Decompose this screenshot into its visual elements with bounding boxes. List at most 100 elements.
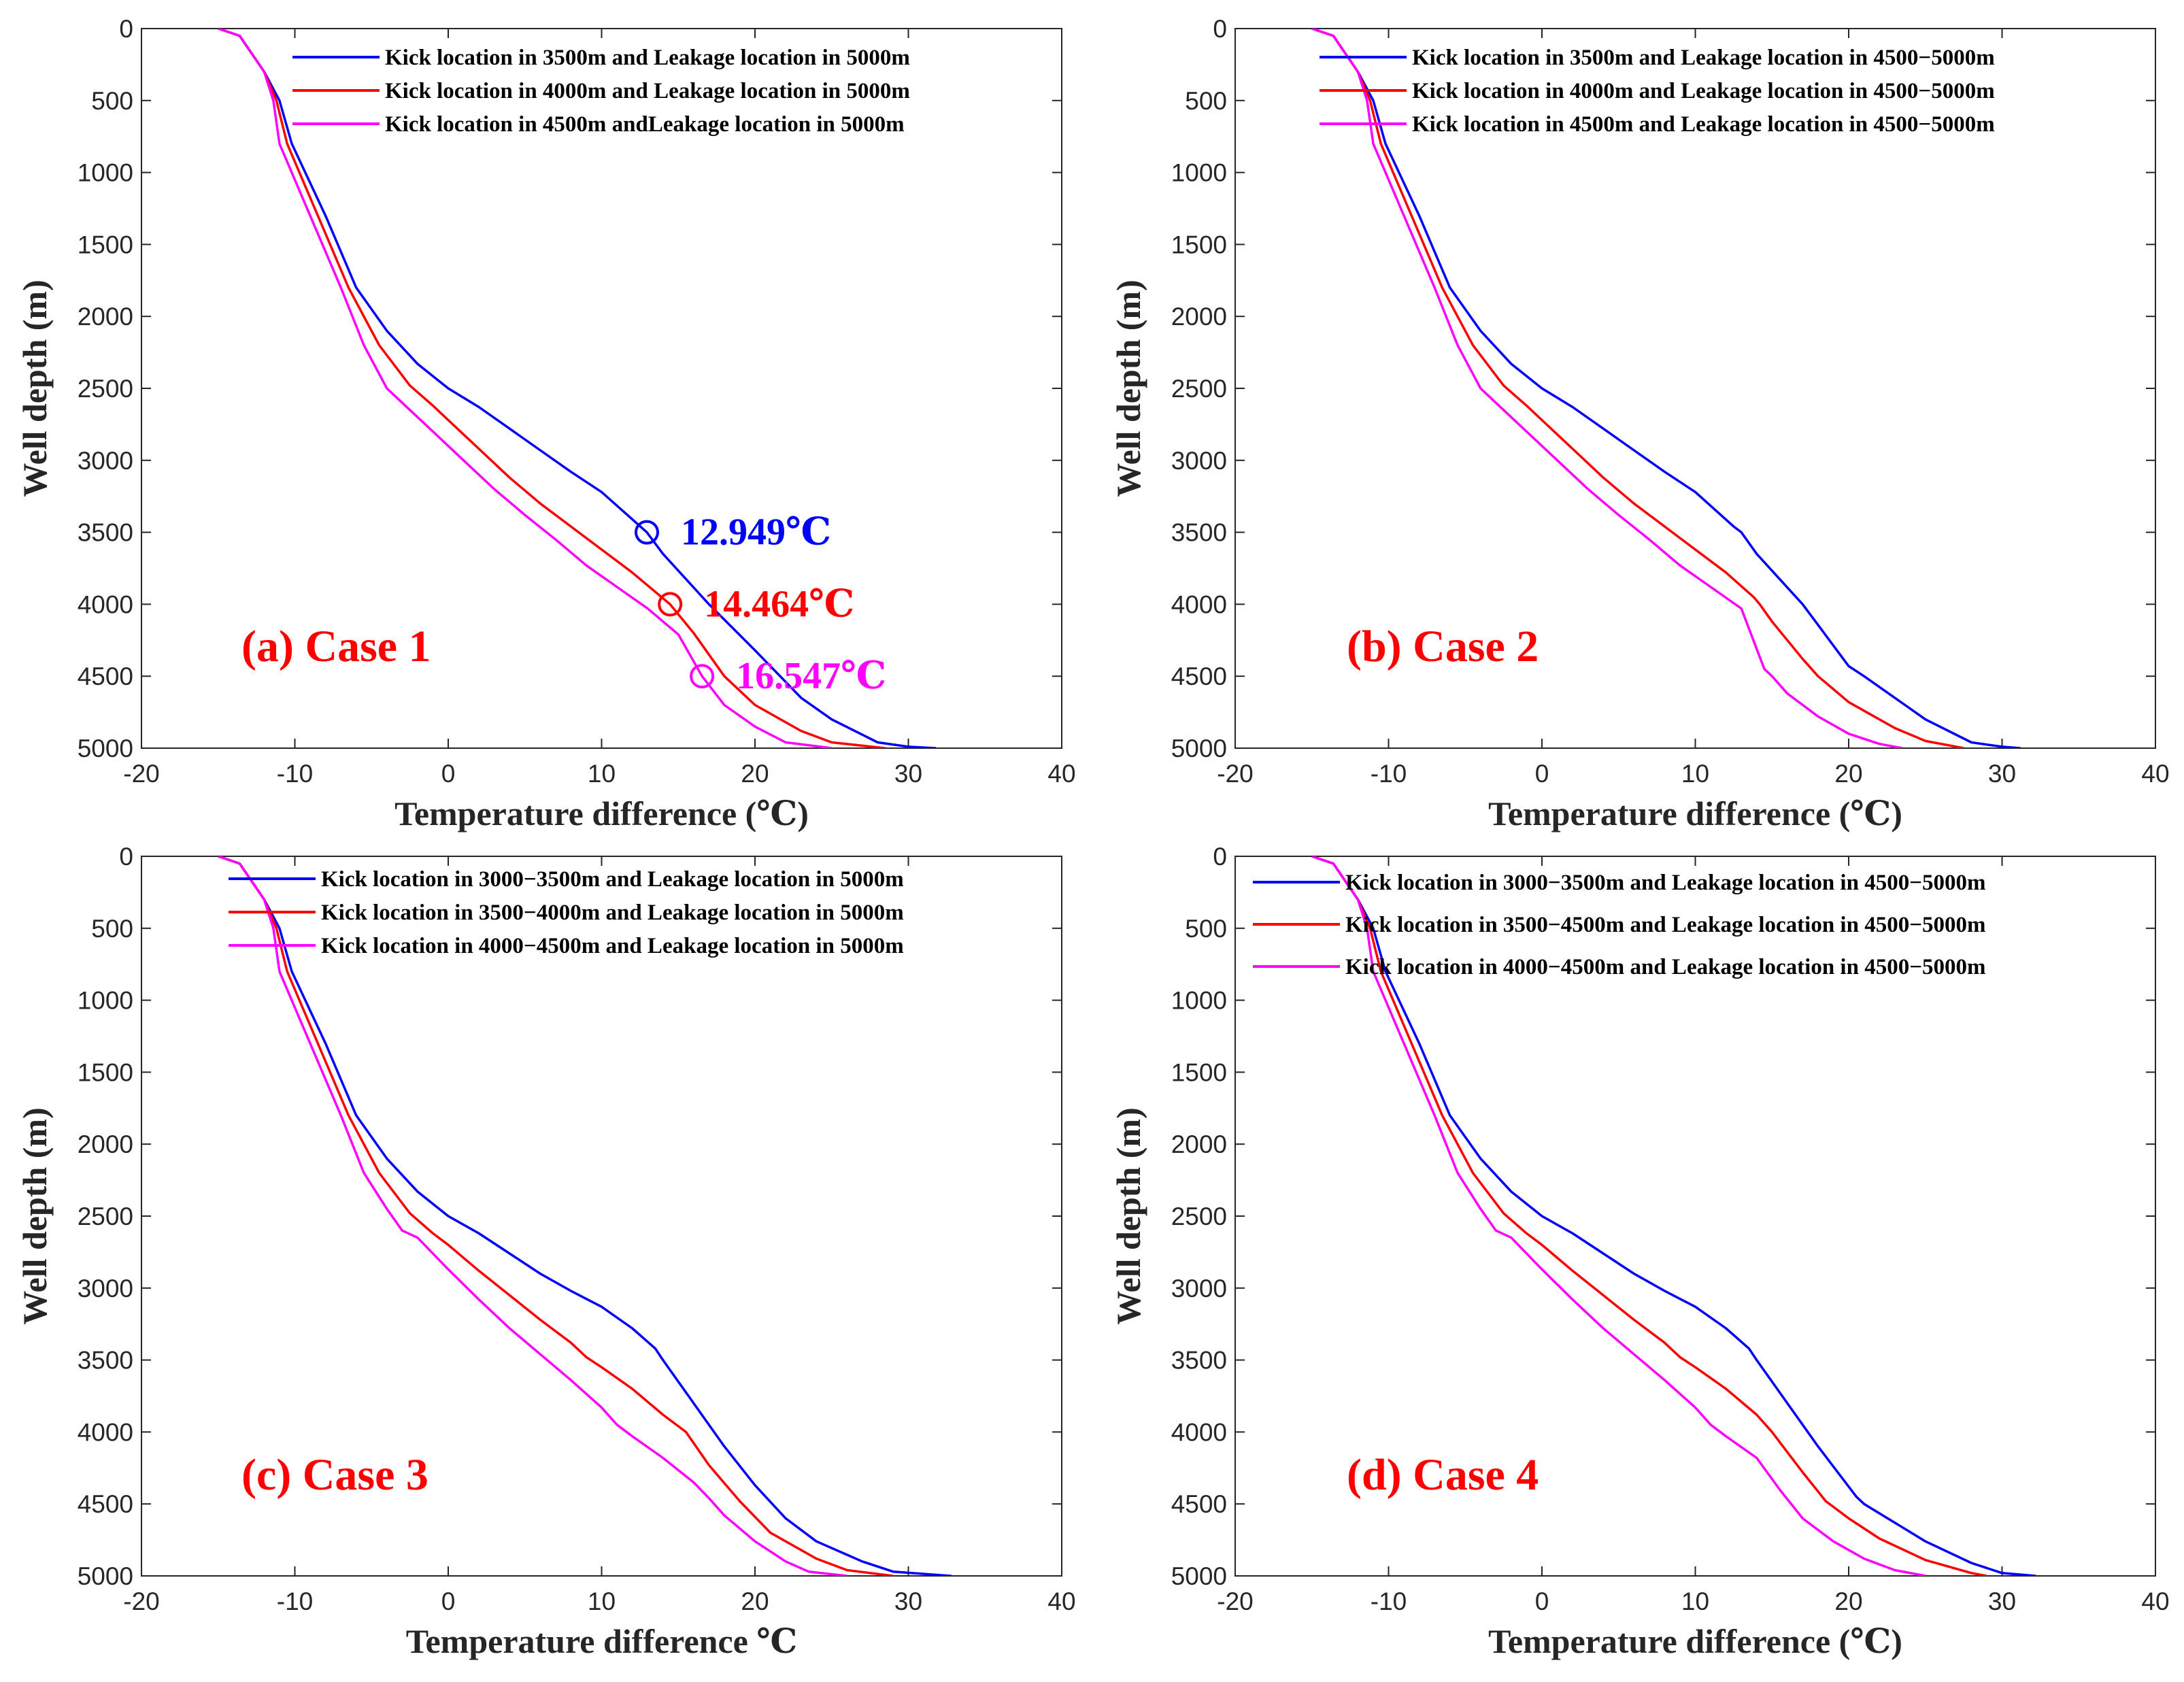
series-line-magenta xyxy=(1311,856,1926,1576)
y-tick-label: 1500 xyxy=(1171,1058,1227,1086)
case-label: (b) Case 2 xyxy=(1347,622,1539,671)
y-tick-label: 0 xyxy=(1213,15,1227,43)
case-label: (c) Case 3 xyxy=(241,1450,429,1500)
y-tick-label: 1000 xyxy=(1171,987,1227,1015)
legend-entry: Kick location in 3500m and Leakage locat… xyxy=(385,46,910,70)
x-tick-label: -10 xyxy=(1371,760,1407,788)
series-line-red xyxy=(1311,29,1964,748)
x-tick-label: 20 xyxy=(741,1587,769,1615)
y-tick-label: 500 xyxy=(91,87,133,115)
y-tick-label: 5000 xyxy=(78,1562,133,1590)
annotation-label: 16.547℃ xyxy=(736,655,886,697)
x-tick-label: 0 xyxy=(441,1587,456,1615)
x-tick-label: -10 xyxy=(1371,1587,1407,1615)
y-tick-label: 1000 xyxy=(78,159,133,187)
y-tick-label: 2000 xyxy=(78,303,133,331)
legend-entry: Kick location in 3500m and Leakage locat… xyxy=(1412,46,1995,70)
y-tick-label: 3500 xyxy=(78,1347,133,1375)
y-tick-label: 3000 xyxy=(78,447,133,475)
series-line-blue xyxy=(218,856,952,1576)
x-axis-title: Temperature difference (℃) xyxy=(394,794,809,832)
x-axis-title: Temperature difference (℃) xyxy=(1488,1622,1902,1660)
x-tick-label: 0 xyxy=(1535,1587,1549,1615)
x-tick-label: 20 xyxy=(1834,1587,1862,1615)
y-tick-label: 4000 xyxy=(78,1418,133,1446)
x-tick-label: 10 xyxy=(588,1587,616,1615)
y-tick-label: 4500 xyxy=(1171,662,1227,690)
x-tick-label: 40 xyxy=(2141,760,2169,788)
legend-entry: Kick location in 4000−4500m and Leakage … xyxy=(1345,955,1985,979)
series-line-blue xyxy=(1311,856,2036,1576)
annotation-marker xyxy=(658,592,683,617)
series-line-red xyxy=(1311,856,1987,1576)
x-tick-label: 0 xyxy=(1535,760,1549,788)
chart-panel-1: -20 -10 0 10 20 30 40 0 500 1000 1500 2000 2500 3000 3… xyxy=(16,15,1076,832)
chart-panel-3: -20 -10 0 10 20 30 40 0 500 1000 1500 2000 2500 3000 3… xyxy=(16,843,1076,1660)
y-tick-label: 2500 xyxy=(78,1202,133,1230)
series-line-blue xyxy=(1311,29,2021,748)
y-axis-title: Well depth (m) xyxy=(1109,1107,1147,1324)
x-tick-label: -20 xyxy=(123,760,159,788)
y-tick-label: 1000 xyxy=(1171,159,1227,187)
y-tick-label: 5000 xyxy=(1171,735,1227,762)
x-tick-label: 40 xyxy=(2141,1587,2169,1615)
y-tick-label: 3000 xyxy=(78,1275,133,1302)
legend-entry: Kick location in 3500−4000m and Leakage … xyxy=(321,901,904,925)
series-line-magenta xyxy=(218,29,833,748)
legend-entry: Kick location in 3000−3500m and Leakage … xyxy=(321,867,904,892)
legend-entry: Kick location in 4000m and Leakage locat… xyxy=(1412,79,1995,103)
x-tick-label: 30 xyxy=(894,1587,922,1615)
legend-entry: Kick location in 4000−4500m and Leakage … xyxy=(321,934,904,958)
legend: Kick location in 3000−3500m and Leakage … xyxy=(1253,871,1985,979)
x-tick-label: -10 xyxy=(277,760,313,788)
x-axis-title: Temperature difference ℃ xyxy=(406,1622,798,1660)
y-tick-label: 1000 xyxy=(78,987,133,1015)
x-tick-label: 30 xyxy=(894,760,922,788)
series-line-magenta xyxy=(1311,29,1903,748)
y-tick-label: 500 xyxy=(1185,87,1227,115)
y-axis-title: Well depth (m) xyxy=(1109,280,1147,497)
legend-entry: Kick location in 3500−4500m and Leakage … xyxy=(1345,913,1985,937)
y-tick-label: 1500 xyxy=(1171,231,1227,258)
y-tick-label: 2500 xyxy=(78,375,133,403)
y-axis-title: Well depth (m) xyxy=(16,1107,54,1324)
chart-panel-2: -20 -10 0 10 20 30 40 0 500 1000 1500 2000 2500 3000 3… xyxy=(1109,15,2170,832)
y-tick-label: 0 xyxy=(119,843,133,871)
y-tick-label: 1500 xyxy=(78,1058,133,1086)
y-tick-label: 4500 xyxy=(78,662,133,690)
chart-panel-4: -20 -10 0 10 20 30 40 0 500 1000 1500 2000 2500 3000 3… xyxy=(1109,843,2170,1660)
x-tick-label: -20 xyxy=(1217,760,1253,788)
x-tick-label: 40 xyxy=(1047,1587,1075,1615)
x-tick-label: 40 xyxy=(1047,760,1075,788)
y-tick-label: 4500 xyxy=(1171,1490,1227,1518)
x-tick-label: 10 xyxy=(588,760,616,788)
annotation-label: 12.949℃ xyxy=(681,511,831,554)
y-tick-label: 2000 xyxy=(1171,1130,1227,1158)
legend-entry: Kick location in 4000m and Leakage locat… xyxy=(385,79,910,103)
series-line-red xyxy=(218,29,886,748)
y-tick-label: 4000 xyxy=(78,590,133,618)
case-label: (a) Case 1 xyxy=(241,622,431,671)
y-tick-label: 4000 xyxy=(1171,590,1227,618)
x-tick-label: 30 xyxy=(1988,760,2016,788)
legend: Kick location in 3500m and Leakage locat… xyxy=(1320,46,1995,137)
annotation-marker xyxy=(634,520,659,545)
y-tick-label: 5000 xyxy=(78,735,133,762)
legend-entry: Kick location in 4500m andLeakage locati… xyxy=(385,112,905,137)
x-tick-label: 0 xyxy=(441,760,456,788)
y-tick-label: 2500 xyxy=(1171,375,1227,403)
y-tick-label: 2500 xyxy=(1171,1202,1227,1230)
x-tick-label: 20 xyxy=(741,760,769,788)
series-line-red xyxy=(218,856,894,1576)
x-axis-title: Temperature difference (℃) xyxy=(1488,794,1902,832)
legend: Kick location in 3000−3500m and Leakage … xyxy=(229,867,904,958)
x-tick-label: -10 xyxy=(277,1587,313,1615)
y-tick-label: 3000 xyxy=(1171,447,1227,475)
y-axis-title: Well depth (m) xyxy=(16,280,54,497)
y-tick-label: 500 xyxy=(91,915,133,943)
x-tick-label: -20 xyxy=(123,1587,159,1615)
y-tick-label: 3500 xyxy=(78,519,133,547)
y-tick-label: 500 xyxy=(1185,915,1227,943)
case-label: (d) Case 4 xyxy=(1347,1450,1539,1500)
